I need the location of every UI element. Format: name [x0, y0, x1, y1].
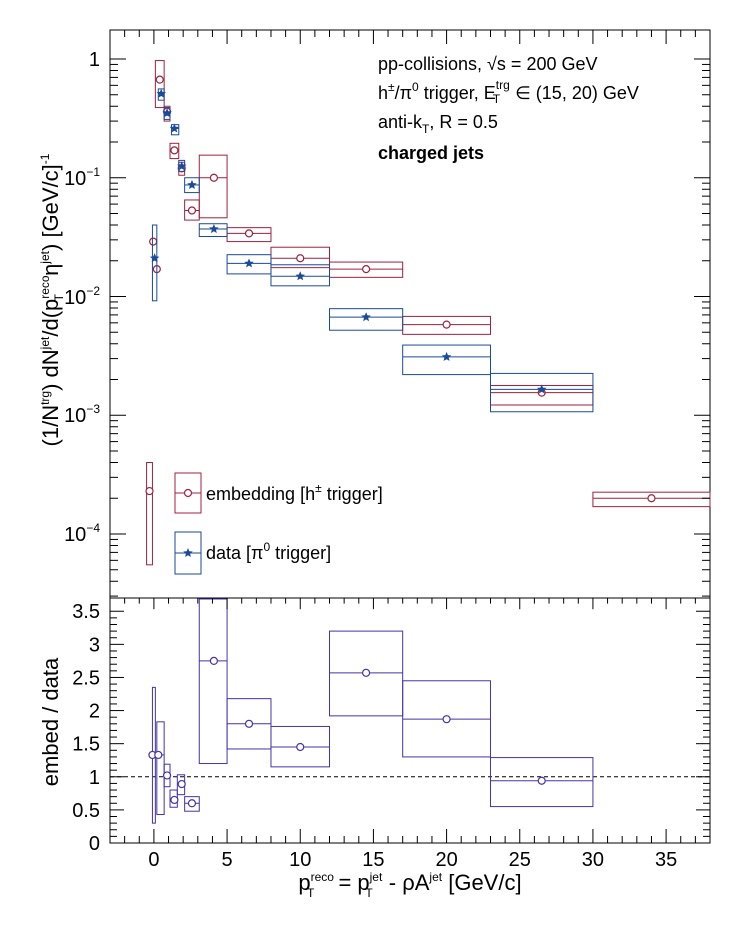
x-tick-label-15: 15	[362, 849, 384, 871]
top-box-1-6	[198, 223, 228, 238]
top-box-0-0	[146, 462, 153, 566]
ratio-box-0-11	[489, 757, 594, 808]
legend-data-marker	[183, 548, 193, 557]
x-tick-label-10: 10	[289, 849, 311, 871]
y-tick-label-1: 1	[89, 49, 100, 71]
y-tick-label-1e-3: 10−3	[64, 402, 100, 427]
ratio-circle-marker-0-1	[154, 750, 163, 760]
bottom-y-tick-label-7: 3.5	[72, 601, 100, 623]
top-box-0-5	[169, 142, 180, 160]
top-star-marker-1-3	[169, 123, 180, 133]
top-star-marker-1-11	[537, 384, 547, 394]
top-circle-marker-0-1	[149, 237, 158, 246]
top-circle-marker-0-9	[244, 229, 254, 238]
top-box-1-8	[270, 264, 331, 287]
bottom-y-tick-label-3: 1.5	[72, 734, 100, 756]
top-box-0-14	[592, 491, 711, 508]
y-axis-title-top: (1/Ntrg) dNjet/d(precoT ηjet) [GeV/c]-1	[38, 153, 66, 446]
ratio-circle-marker-0-9	[361, 668, 371, 677]
top-circle-marker-0-10	[296, 254, 305, 263]
ratio-circle-marker-0-5	[187, 799, 197, 808]
top-circle-marker-0-7	[187, 206, 197, 215]
annotation-trigger: h±/π0 trigger, Etrg T ∈ (15, 20) GeV	[378, 78, 639, 106]
top-circle-marker-0-12	[442, 320, 451, 329]
bottom-panel-marks	[148, 598, 594, 824]
y-tick-label-1e-4: 10−4	[64, 521, 100, 546]
top-circle-marker-0-8	[209, 173, 219, 182]
ratio-circle-marker-0-3	[170, 795, 179, 805]
ratio-circle-marker-0-7	[244, 719, 254, 728]
ratio-box-0-5	[184, 796, 200, 812]
x-tick-label-0: 0	[148, 849, 159, 871]
ratio-circle-marker-0-10	[442, 715, 451, 724]
bottom-y-tick-labels: 0 0.5 1 1.5 2 2.5 3 3.5	[72, 601, 100, 855]
top-box-1-9	[329, 308, 404, 331]
bottom-y-tick-label-5: 2.5	[72, 667, 100, 689]
x-tick-label-25: 25	[509, 849, 531, 871]
axis-ticks	[110, 30, 711, 844]
annotation-collisions: pp-collisions, √s = 200 GeV	[378, 54, 598, 74]
top-panel-marks	[145, 60, 711, 566]
legend-embedding-marker	[183, 488, 193, 498]
top-star-marker-1-6	[209, 224, 219, 234]
legend: embedding [h± trigger] data [π0 trigger]	[174, 472, 383, 575]
legend-embedding-label: embedding [h± trigger]	[206, 481, 383, 504]
ratio-circle-marker-0-4	[177, 779, 186, 789]
top-star-marker-1-9	[361, 312, 371, 322]
top-star-marker-1-0	[149, 253, 160, 263]
ratio-box-0-6	[198, 598, 228, 765]
x-tick-label-5: 5	[222, 849, 233, 871]
ratio-circle-marker-0-6	[209, 656, 219, 666]
x-axis-title: preco T = pjet T - ρAjet [GeV/c]	[298, 870, 521, 900]
top-star-marker-1-5	[187, 179, 197, 189]
ratio-box-0-1	[156, 721, 165, 816]
bottom-y-tick-label-2: 1	[89, 767, 100, 789]
top-star-marker-1-2	[162, 108, 172, 118]
bottom-y-tick-label-1: 0.5	[72, 800, 100, 822]
y-axis-title-bottom: embed / data	[38, 657, 63, 786]
annotation-algorithm: anti-kT, R = 0.5	[378, 112, 498, 136]
top-circle-marker-0-0	[145, 486, 154, 496]
ratio-circle-marker-0-11	[537, 776, 546, 785]
legend-data-label: data [π0 trigger]	[206, 540, 331, 563]
ratio-box-0-9	[329, 630, 404, 717]
top-star-marker-1-8	[295, 271, 305, 281]
ratio-circle-marker-0-2	[162, 771, 172, 780]
top-star-marker-1-4	[177, 161, 187, 171]
top-star-marker-1-7	[244, 258, 254, 268]
y-tick-label-1e-2: 10−2	[64, 284, 100, 309]
bottom-y-tick-label-6: 3	[89, 634, 100, 656]
x-tick-labels: 0 5 10 15 20 25 30 35	[148, 849, 677, 871]
bottom-plot-frame	[109, 597, 711, 844]
top-box-1-10	[402, 344, 491, 376]
top-box-1-0	[151, 224, 158, 302]
top-circle-marker-0-5	[170, 146, 179, 155]
top-circle-marker-0-3	[155, 75, 164, 84]
top-circle-marker-0-14	[647, 494, 656, 503]
bottom-y-tick-label-0: 0	[89, 833, 100, 855]
x-tick-label-35: 35	[655, 849, 677, 871]
ratio-circle-marker-0-8	[296, 742, 305, 752]
bottom-y-tick-label-4: 2	[89, 701, 100, 723]
y-tick-label-1e-1: 10−1	[64, 165, 100, 190]
top-star-marker-1-10	[441, 351, 452, 361]
top-box-1-3	[170, 124, 180, 136]
top-circle-marker-0-11	[361, 265, 371, 274]
top-box-0-8	[198, 154, 228, 219]
top-box-1-11	[489, 372, 594, 413]
top-box-0-3	[154, 60, 165, 109]
annotation-charged-jets: charged jets	[378, 143, 484, 163]
x-tick-label-20: 20	[435, 849, 457, 871]
x-tick-label-30: 30	[582, 849, 604, 871]
top-star-marker-1-1	[156, 88, 166, 98]
